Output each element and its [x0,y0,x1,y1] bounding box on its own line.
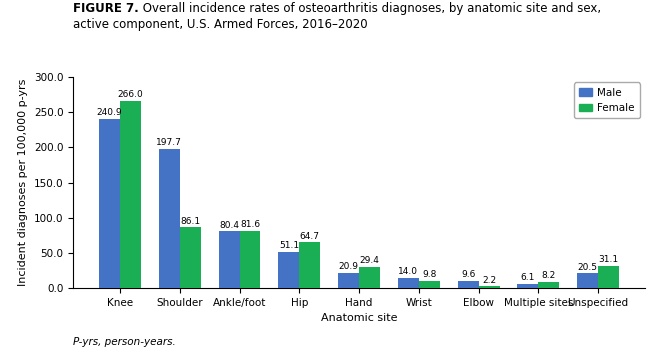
Bar [479,286,499,288]
X-axis label: Anatomic site: Anatomic site [321,313,398,323]
Bar [338,273,359,288]
Bar [219,231,239,288]
Text: 80.4: 80.4 [219,221,239,230]
Text: 81.6: 81.6 [240,220,260,229]
Text: 9.8: 9.8 [422,270,436,279]
Text: P-yrs, person-years.: P-yrs, person-years. [73,338,176,347]
Text: 266.0: 266.0 [118,90,144,99]
Text: 64.7: 64.7 [300,232,320,241]
Text: 20.5: 20.5 [578,263,598,272]
Text: 29.4: 29.4 [360,257,380,265]
Bar [279,252,299,288]
Bar [577,273,598,288]
Bar [99,119,120,288]
Text: 9.6: 9.6 [461,270,475,279]
Text: Overall incidence rates of osteoarthritis diagnoses, by anatomic site and sex,: Overall incidence rates of osteoarthriti… [139,2,601,15]
Text: 197.7: 197.7 [156,138,182,147]
Text: 2.2: 2.2 [482,276,496,285]
Text: 14.0: 14.0 [398,267,418,276]
Text: FIGURE 7.: FIGURE 7. [73,2,139,15]
Bar [239,231,261,288]
Text: 6.1: 6.1 [521,273,535,282]
Bar [398,278,419,288]
Text: 31.1: 31.1 [598,255,618,264]
Bar [598,266,619,288]
Bar [180,227,201,288]
Bar [159,149,180,288]
Bar [359,267,380,288]
Legend: Male, Female: Male, Female [574,82,640,118]
Bar [419,281,440,288]
Y-axis label: Incident diagnoses per 100,000 p-yrs: Incident diagnoses per 100,000 p-yrs [18,79,28,286]
Text: 240.9: 240.9 [97,108,122,117]
Bar [458,281,479,288]
Bar [299,243,321,288]
Text: 8.2: 8.2 [542,271,556,280]
Text: active component, U.S. Armed Forces, 2016–2020: active component, U.S. Armed Forces, 201… [73,18,368,31]
Bar [539,282,559,288]
Bar [120,101,141,288]
Text: 86.1: 86.1 [180,217,200,226]
Bar [517,284,539,288]
Text: 20.9: 20.9 [338,263,358,271]
Text: 51.1: 51.1 [279,241,299,250]
